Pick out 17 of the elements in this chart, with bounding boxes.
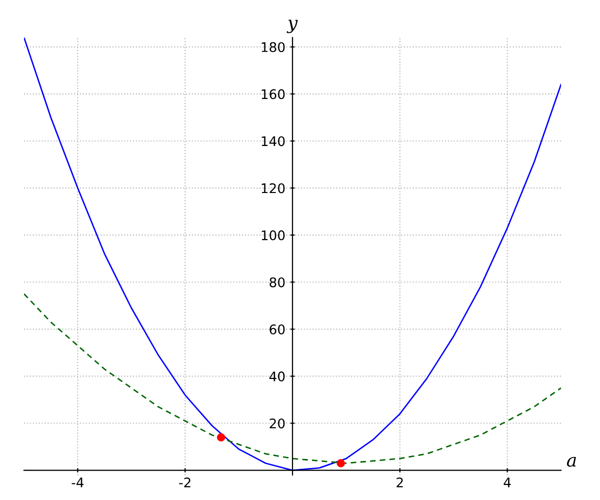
- y-tick-label: 80: [270, 277, 285, 288]
- x-tick-label: 4: [504, 478, 511, 488]
- y-tick-label: 120: [262, 183, 285, 194]
- x-tick-label: 2: [396, 477, 403, 488]
- y-axis-title: y: [286, 20, 298, 34]
- line-series: [24, 293, 561, 464]
- x-tick-label: -4: [72, 478, 84, 488]
- y-tick-label: 20: [270, 418, 285, 428]
- line-series: [24, 38, 561, 471]
- y-tick-label: 100: [262, 230, 285, 240]
- y-tick-label: 180: [262, 42, 285, 52]
- x-axis-title: a: [566, 456, 576, 467]
- y-tick-label: 40: [269, 371, 285, 382]
- y-tick-label: 160: [262, 89, 285, 100]
- y-tick-label: 60: [270, 324, 285, 334]
- x-tick-label: -2: [179, 477, 190, 488]
- y-tick-label: 140: [262, 136, 285, 146]
